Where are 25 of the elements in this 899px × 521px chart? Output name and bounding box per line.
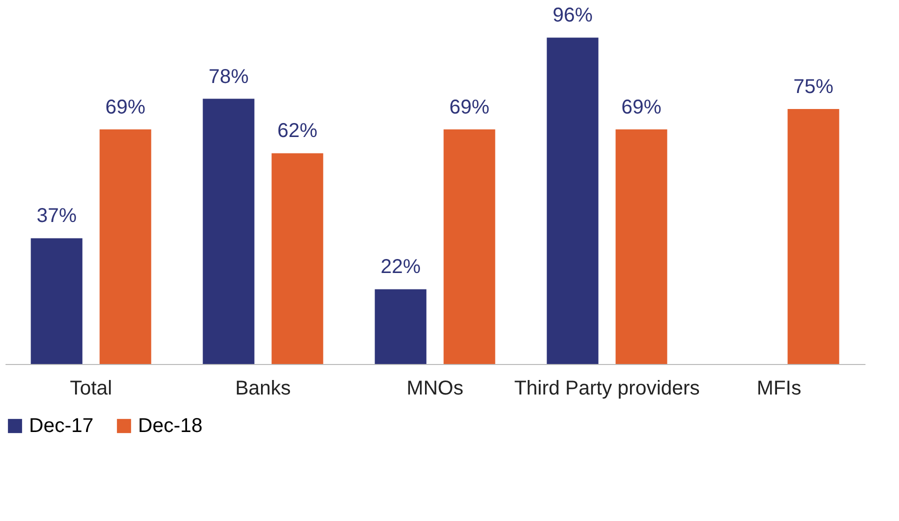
data-label: 62% xyxy=(277,120,318,142)
data-label: 69% xyxy=(449,96,490,118)
x-tick-label: Total xyxy=(70,378,112,400)
x-tick-label: Third Party providers xyxy=(514,378,700,400)
data-label: 69% xyxy=(105,96,146,118)
data-label: 69% xyxy=(621,96,662,118)
bar xyxy=(100,129,152,364)
bar xyxy=(202,98,254,364)
bar xyxy=(272,153,324,364)
x-tick-label: Banks xyxy=(235,378,291,400)
bar xyxy=(30,238,82,364)
x-tick-label: MFIs xyxy=(756,378,802,400)
data-label: 75% xyxy=(793,76,834,98)
bar xyxy=(444,129,496,364)
data-label: 22% xyxy=(380,256,421,278)
bar xyxy=(374,289,426,364)
legend-label: Dec-17 xyxy=(29,415,94,437)
legend-label: Dec-18 xyxy=(138,415,202,437)
bar xyxy=(616,129,668,364)
data-label: 96% xyxy=(552,4,593,27)
data-label: 37% xyxy=(36,205,77,228)
bar xyxy=(546,38,598,364)
bar xyxy=(788,109,840,364)
x-tick-label: MNOs xyxy=(406,378,464,400)
data-label: 78% xyxy=(208,66,249,88)
